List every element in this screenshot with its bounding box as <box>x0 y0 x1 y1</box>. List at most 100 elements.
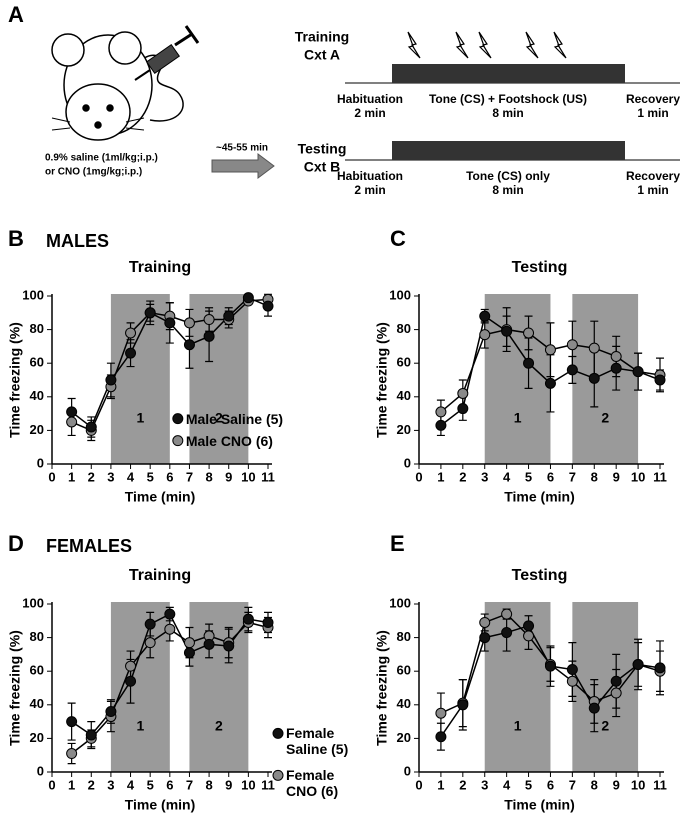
data-point <box>164 608 176 620</box>
x-axis-label: Time (min) <box>504 797 575 813</box>
data-point <box>125 675 137 687</box>
data-point <box>654 662 666 674</box>
phase-label: 8 min <box>492 106 523 120</box>
x-tick-label: 2 <box>459 469 466 484</box>
chart-title: Training <box>129 567 191 584</box>
x-tick-label: 3 <box>107 469 114 484</box>
x-tick-label: 10 <box>241 469 255 484</box>
x-tick-label: 11 <box>653 469 667 484</box>
data-point <box>610 675 622 687</box>
x-tick-label: 1 <box>437 469 444 484</box>
x-axis-label: Time (min) <box>125 489 196 505</box>
data-point <box>144 307 156 319</box>
data-point <box>588 342 600 354</box>
x-tick-label: 1 <box>437 777 444 792</box>
data-point <box>479 310 491 322</box>
data-point <box>457 387 469 399</box>
x-tick-label: 5 <box>525 469 532 484</box>
injection-text: or CNO (1mg/kg;i.p.) <box>45 167 142 178</box>
x-tick-label: 0 <box>48 469 55 484</box>
chart: 1 20 1 2 3 4 5 6 7 8 9 10 11020406080100TestingTime … <box>374 259 667 504</box>
x-tick-label: 4 <box>127 469 135 484</box>
phase-label: 2 min <box>354 183 385 197</box>
data-point <box>435 707 447 719</box>
data-point <box>203 314 215 326</box>
x-tick-label: 7 <box>569 777 576 792</box>
x-tick-label: 3 <box>481 777 488 792</box>
data-point <box>544 660 556 672</box>
data-point <box>588 372 600 384</box>
data-point <box>566 664 578 676</box>
shock-icons <box>407 31 567 59</box>
data-point <box>435 406 447 418</box>
data-point <box>164 623 176 635</box>
y-axis-label: Time freezing (%) <box>374 630 390 746</box>
y-tick-label: 40 <box>397 388 411 403</box>
legend-marker <box>272 769 284 781</box>
y-tick-label: 0 <box>404 763 411 778</box>
data-point <box>183 317 195 329</box>
syringe-icon <box>134 25 200 81</box>
data-point <box>66 406 78 418</box>
y-tick-label: 0 <box>404 455 411 470</box>
legend-label: Female Saline (5) <box>286 725 349 758</box>
panel-letter: B <box>8 226 24 251</box>
x-tick-label: 1 <box>68 777 75 792</box>
panel-letter: D <box>8 531 24 556</box>
x-tick-label: 10 <box>631 469 645 484</box>
data-point <box>66 416 78 428</box>
legend-label: Female CNO (6) <box>286 767 339 800</box>
data-point <box>632 366 644 378</box>
y-tick-label: 100 <box>389 595 411 610</box>
legend-entry: Male CNO (6) <box>186 433 273 449</box>
y-tick-label: 80 <box>397 629 411 644</box>
context-label: Cxt B <box>304 159 341 175</box>
x-tick-label: 8 <box>591 469 598 484</box>
phase-label: Recovery <box>626 169 680 183</box>
injection-text: 0.9% saline (1ml/kg;i.p.) <box>45 153 158 164</box>
phase-label: Habituation <box>337 92 403 106</box>
data-point <box>105 706 117 718</box>
chart-title: Testing <box>512 567 568 584</box>
phase-label: Recovery <box>626 92 680 106</box>
phase-label: 1 min <box>637 183 668 197</box>
data-point <box>164 317 176 329</box>
shaded-region <box>484 294 551 464</box>
x-tick-label: 0 <box>48 777 55 792</box>
x-tick-label: 10 <box>631 777 645 792</box>
phase-label: Tone (CS) + Footshock (US) <box>429 92 587 106</box>
context-label: Training <box>295 29 349 45</box>
data-point <box>105 374 117 386</box>
group-title: FEMALES <box>46 536 132 556</box>
shaded-region <box>484 602 551 772</box>
shaded-region <box>110 294 170 464</box>
data-point <box>544 377 556 389</box>
phase-label: 2 min <box>354 106 385 120</box>
x-tick-label: 9 <box>225 469 232 484</box>
x-tick-label: 7 <box>186 469 193 484</box>
y-tick-label: 80 <box>30 321 44 336</box>
data-point <box>457 403 469 415</box>
legend-entry: Male Saline (5) <box>186 411 283 427</box>
x-tick-label: 9 <box>225 777 232 792</box>
x-tick-label: 6 <box>547 469 554 484</box>
legend-entry: Female Saline (5) <box>286 725 349 758</box>
x-tick-label: 5 <box>525 777 532 792</box>
x-tick-label: 9 <box>613 469 620 484</box>
x-tick-label: 6 <box>547 777 554 792</box>
context-label: Testing <box>298 141 347 157</box>
y-tick-label: 60 <box>30 663 44 678</box>
group-title: MALES <box>46 231 109 251</box>
y-tick-label: 20 <box>30 422 44 437</box>
data-point <box>125 660 137 672</box>
data-point <box>523 327 535 339</box>
data-point <box>223 640 235 652</box>
data-point <box>125 327 137 339</box>
x-tick-label: 6 <box>166 469 173 484</box>
y-tick-label: 40 <box>30 388 44 403</box>
y-tick-label: 20 <box>30 730 44 745</box>
chart: 1 20 1 2 3 4 5 6 7 8 9 10 11020406080100TestingTime … <box>374 567 667 812</box>
y-tick-label: 20 <box>397 422 411 437</box>
x-axis-label: Time (min) <box>504 489 575 505</box>
data-point <box>501 627 513 639</box>
